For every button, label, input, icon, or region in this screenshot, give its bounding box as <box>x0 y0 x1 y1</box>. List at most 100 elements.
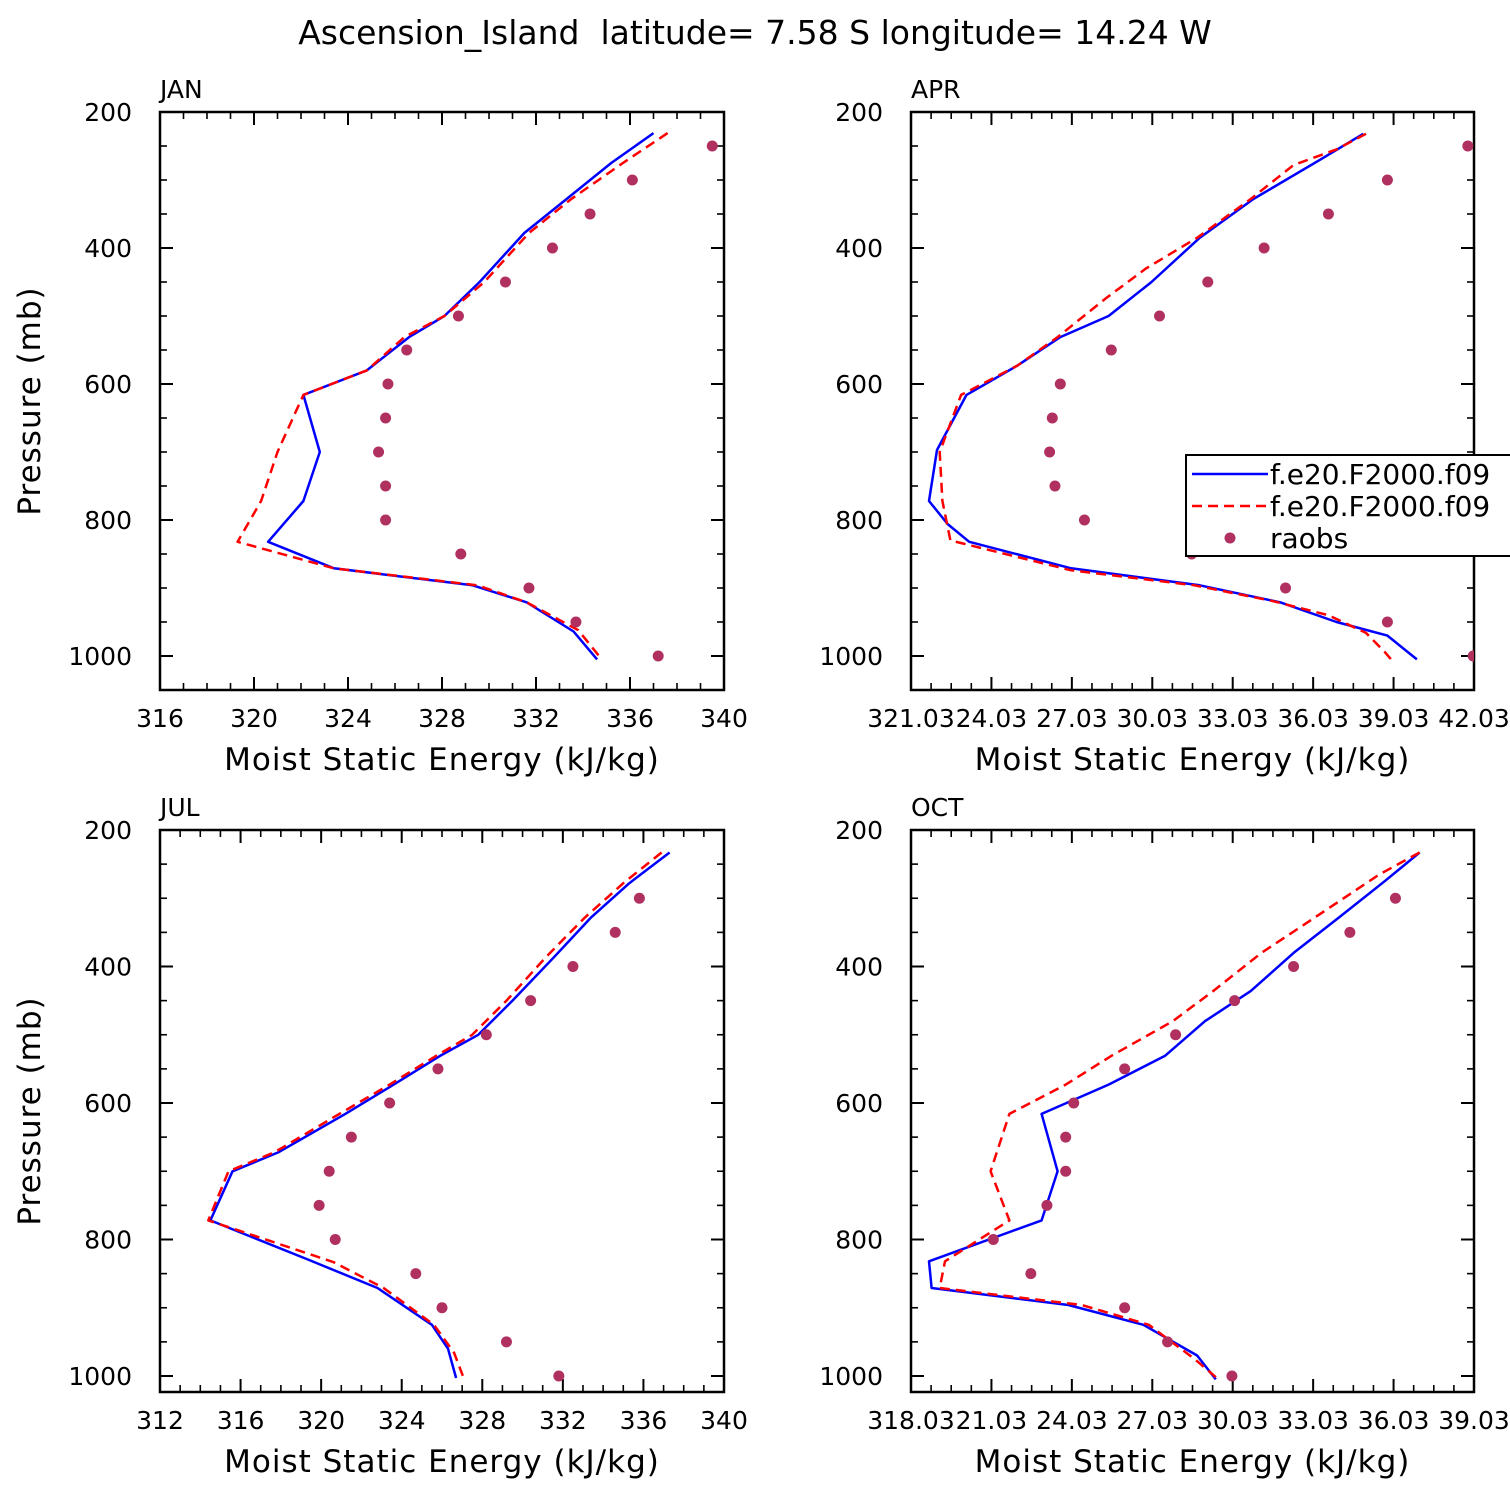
raobs-point <box>382 378 394 390</box>
x-tick-label: 39.03 <box>1438 1406 1510 1435</box>
x-tick-label: 332 <box>539 1406 587 1435</box>
x-tick-label: 336 <box>620 1406 668 1435</box>
x-tick-label: 324 <box>378 1406 426 1435</box>
y-axis-label: Pressure (mb) <box>12 996 48 1225</box>
raobs-point <box>373 446 385 458</box>
raobs-point <box>480 1029 492 1041</box>
raobs-point <box>987 1234 999 1245</box>
x-tick-label: 328 <box>458 1406 506 1435</box>
raobs-point <box>313 1199 325 1211</box>
x-tick-label: 340 <box>700 704 748 733</box>
panel-apr: APR 321.03 24.03 27.03 30.03 33.03 36.03 39.03 4… <box>819 75 1509 778</box>
raobs-point <box>1389 892 1401 904</box>
raobs-point <box>652 650 664 662</box>
y-tick-label: 800 <box>84 506 132 535</box>
raobs-point <box>570 616 582 628</box>
x-tick-label: 27.03 <box>1116 1406 1188 1435</box>
raobs-point <box>401 344 413 356</box>
x-axis-label: Moist Static Energy (kJ/kg) <box>224 742 660 778</box>
y-tick-label: 400 <box>84 953 132 982</box>
y-tick-label: 1000 <box>68 1362 132 1391</box>
panel-oct: OCT 318.03 21.03 24.03 27.03 30.03 33.03 36.03 3… <box>819 793 1509 1480</box>
raobs-point <box>1046 412 1058 424</box>
legend-label: raobs <box>1270 522 1348 555</box>
raobs-point <box>1105 344 1117 356</box>
plot-frame <box>158 110 726 692</box>
y-tick-label: 800 <box>835 1226 883 1255</box>
raobs-point <box>432 1063 444 1075</box>
raobs-point <box>523 582 535 594</box>
raobs-point <box>345 1131 357 1143</box>
raobs-point <box>1162 1336 1174 1348</box>
y-tick-label: 800 <box>84 1226 132 1255</box>
raobs-point <box>1060 1131 1072 1143</box>
x-tick-label: 33.03 <box>1277 1406 1349 1435</box>
raobs-point <box>546 242 558 254</box>
raobs-point <box>1344 926 1356 938</box>
raobs-point <box>323 1165 335 1177</box>
x-tick-label: 36.03 <box>1277 704 1349 733</box>
x-tick-label: 328 <box>418 704 466 733</box>
x-tick-label: 332 <box>512 704 560 733</box>
legend-label: f.e20.F2000.f09 <box>1270 458 1490 491</box>
x-tick-label: 24.03 <box>1036 1406 1108 1435</box>
raobs-point <box>380 514 392 526</box>
raobs-point <box>329 1234 341 1245</box>
model-line-dashed <box>236 132 669 661</box>
plot-data <box>207 851 671 1382</box>
raobs-point <box>1049 480 1061 492</box>
x-tick-label: 312 <box>136 1406 184 1435</box>
x-tick-label: 39.03 <box>1358 704 1430 733</box>
y-axis-label: Pressure (mb) <box>12 286 48 515</box>
x-tick-label: 30.03 <box>1116 704 1188 733</box>
raobs-point <box>1054 378 1066 390</box>
plot-data <box>927 851 1421 1382</box>
legend-marker <box>1224 532 1236 544</box>
panel-title: JAN <box>158 75 203 104</box>
raobs-point <box>609 926 621 938</box>
panel-jan: JAN 316 320 324 328 332 336 340 200 400 600 800 1000… <box>12 75 748 778</box>
raobs-point <box>1202 276 1214 288</box>
raobs-point <box>452 310 464 322</box>
raobs-point <box>1078 514 1090 526</box>
raobs-point <box>499 276 511 288</box>
x-tick-label: 36.03 <box>1358 1406 1430 1435</box>
raobs-point <box>410 1268 422 1280</box>
y-tick-label: 200 <box>84 98 132 127</box>
x-tick-label: 318.03 <box>867 1406 954 1435</box>
model-line-solid <box>266 132 655 661</box>
panel-title: JUL <box>158 793 200 822</box>
raobs-point <box>1044 446 1056 458</box>
raobs-point <box>1119 1302 1131 1314</box>
raobs-point <box>553 1370 565 1382</box>
raobs-point <box>1060 1165 1072 1177</box>
panels: JAN 316 320 324 328 332 336 340 200 400 600 800 1000… <box>12 75 1510 1480</box>
raobs-point <box>436 1302 448 1314</box>
raobs-point <box>500 1336 512 1348</box>
plot-data <box>927 132 1474 663</box>
y-tick-label: 600 <box>835 1089 883 1118</box>
x-tick-label: 324 <box>324 704 372 733</box>
x-tick-label: 320 <box>297 1406 345 1435</box>
model-line-dashed <box>207 851 663 1380</box>
raobs-point <box>1041 1199 1053 1211</box>
x-tick-label: 316 <box>217 1406 265 1435</box>
plot-frame <box>909 828 1476 1394</box>
raobs-point <box>1025 1268 1037 1280</box>
panel-title: OCT <box>911 793 964 822</box>
raobs-point <box>1280 582 1292 594</box>
y-tick-label: 400 <box>84 234 132 263</box>
raobs-point <box>384 1097 396 1109</box>
raobs-point <box>1381 174 1393 186</box>
y-tick-label: 200 <box>84 816 132 845</box>
model-line-solid <box>927 132 1418 661</box>
y-tick-label: 600 <box>835 370 883 399</box>
raobs-point <box>633 892 645 904</box>
raobs-point <box>1170 1029 1182 1041</box>
raobs-point <box>1229 995 1241 1007</box>
panel-title: APR <box>911 75 961 104</box>
plot-data <box>236 132 718 662</box>
raobs-point <box>1226 1370 1238 1382</box>
x-tick-label: 340 <box>700 1406 748 1435</box>
model-line-dashed <box>938 132 1394 663</box>
